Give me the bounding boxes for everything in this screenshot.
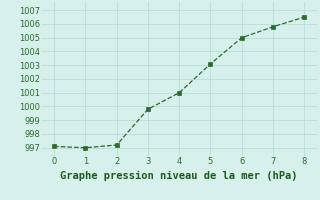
X-axis label: Graphe pression niveau de la mer (hPa): Graphe pression niveau de la mer (hPa) bbox=[60, 171, 298, 181]
